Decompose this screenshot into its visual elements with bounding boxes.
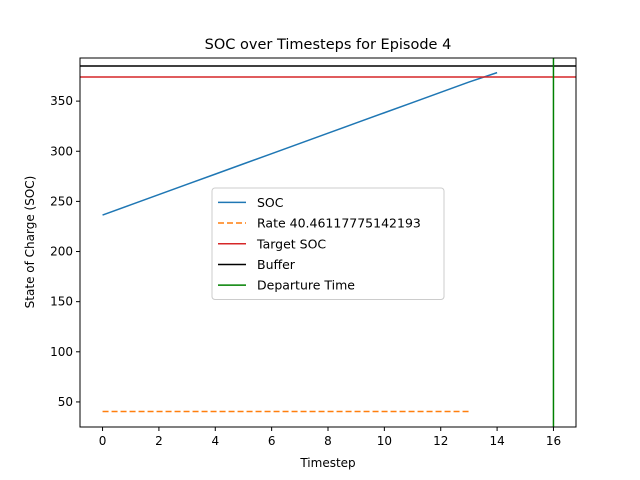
- chart-title: SOC over Timesteps for Episode 4: [205, 37, 452, 53]
- y-tick-label: 150: [50, 295, 73, 309]
- y-axis-title: State of Charge (SOC): [23, 176, 37, 309]
- x-tick-label: 12: [433, 434, 448, 448]
- x-tick-label: 16: [546, 434, 561, 448]
- legend-label: Target SOC: [256, 236, 326, 251]
- legend-label: SOC: [257, 195, 284, 210]
- x-tick-label: 14: [489, 434, 504, 448]
- x-tick-label: 8: [324, 434, 332, 448]
- legend-label: Departure Time: [257, 278, 355, 293]
- x-tick-label: 4: [211, 434, 219, 448]
- legend: SOC Rate 40.46117775142193 Target SOC Buffe…: [211, 187, 445, 300]
- plot-area: 0 2 4 6 8 10 12 14 16 50 100 150 200 250 300 350: [50, 57, 577, 448]
- x-tick-label: 10: [377, 434, 392, 448]
- y-tick-label: 50: [58, 395, 73, 409]
- y-tick-label: 200: [50, 245, 73, 259]
- x-axis-title: Timestep: [299, 456, 355, 470]
- y-tick-label: 300: [50, 144, 73, 158]
- legend-box: [211, 187, 445, 300]
- y-tick-label: 350: [50, 94, 73, 108]
- y-tick-label: 250: [50, 194, 73, 208]
- legend-label: Rate 40.46117775142193: [257, 216, 421, 231]
- legend-label: Buffer: [257, 257, 296, 272]
- series-soc-line: [102, 71, 498, 216]
- x-tick-label: 2: [155, 434, 163, 448]
- x-tick-label: 6: [268, 434, 276, 448]
- y-tick-label: 100: [50, 345, 73, 359]
- x-tick-label: 0: [99, 434, 107, 448]
